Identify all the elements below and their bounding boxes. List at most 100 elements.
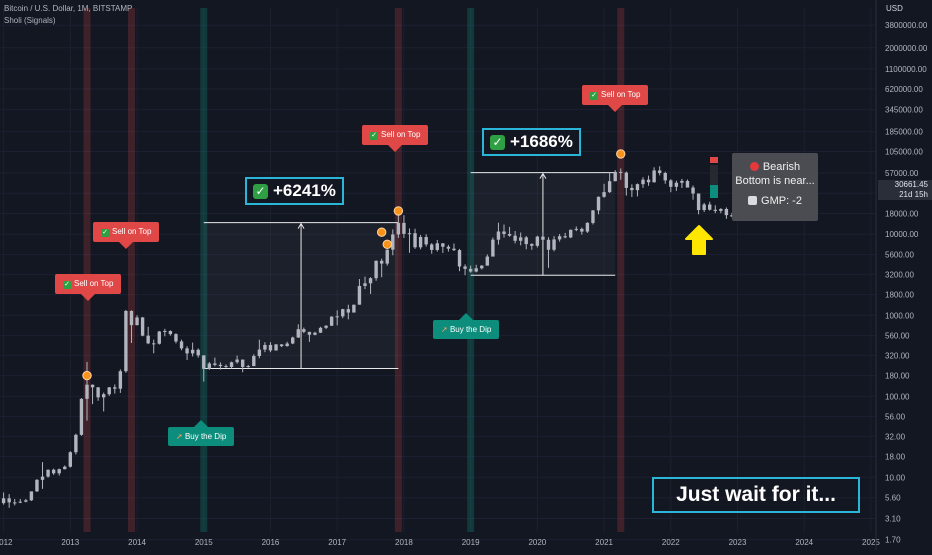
- candle-body: [663, 172, 667, 181]
- candle-body: [491, 239, 495, 257]
- y-tick-label: 10.00: [885, 473, 906, 482]
- candle-body: [124, 310, 128, 372]
- candle-body: [107, 387, 111, 395]
- gain-label: ✓ +1686%: [482, 128, 581, 156]
- x-tick-label: 2022: [662, 538, 680, 547]
- candle-body: [708, 204, 712, 210]
- candle-body: [496, 231, 501, 240]
- candle-body: [591, 210, 595, 223]
- signal-text: Sell on Top: [74, 279, 114, 288]
- candle-body: [57, 469, 61, 474]
- x-tick-label: 2021: [595, 538, 613, 547]
- signal-dot: [616, 149, 626, 159]
- candle-body: [669, 180, 673, 187]
- y-tick-label: 56.00: [885, 413, 906, 422]
- candle-body: [624, 172, 629, 188]
- gauge-red-segment: [710, 157, 718, 163]
- y-tick-label: 185000.00: [885, 128, 923, 137]
- signal-dot: [393, 206, 404, 216]
- x-tick-label: 2024: [795, 538, 813, 547]
- y-tick-label: 345000.00: [885, 106, 923, 115]
- buy-signal-label[interactable]: ➚ Buy the Dip: [433, 313, 500, 339]
- candle-body: [607, 181, 612, 193]
- candle-body: [263, 344, 267, 350]
- y-tick-label: 32.00: [885, 432, 906, 441]
- candle-body: [163, 330, 167, 332]
- candle-body: [569, 229, 573, 238]
- candle-body: [580, 228, 584, 232]
- y-tick-label: 1.70: [885, 536, 901, 545]
- candle-body: [546, 239, 551, 250]
- candle-body: [457, 250, 462, 267]
- gain-text: +6241%: [273, 181, 336, 200]
- candle-body: [307, 331, 312, 335]
- candle-body: [257, 349, 262, 357]
- candle-body: [274, 344, 278, 351]
- x-tick-label: 2025: [862, 538, 880, 547]
- candle-body: [446, 246, 451, 249]
- candle-body: [730, 215, 734, 217]
- square-icon: [748, 196, 758, 205]
- candle-body: [441, 243, 445, 247]
- candle-body: [402, 222, 406, 234]
- x-tick-label: 2015: [195, 538, 213, 547]
- candle-body: [1, 498, 6, 504]
- candle-body: [418, 237, 423, 248]
- candle-body: [585, 222, 590, 232]
- candle-body: [313, 332, 317, 335]
- candle-body: [396, 222, 401, 235]
- buy-signal-label[interactable]: ➚ Buy the Dip: [168, 420, 235, 446]
- check-icon: ✓: [63, 281, 71, 289]
- y-tick-label: 18000.00: [885, 210, 919, 219]
- measure-arrow-head: [297, 222, 305, 229]
- x-tick-label: 2020: [528, 538, 546, 547]
- buy-band: [200, 8, 208, 532]
- y-tick-label: 3800000.00: [885, 21, 928, 30]
- signal-text: Sell on Top: [381, 130, 421, 139]
- sell-signal-label[interactable]: ✓ Sell on Top: [93, 222, 160, 249]
- candle-body: [35, 479, 39, 492]
- candle-body: [268, 344, 273, 351]
- candle-body: [541, 236, 545, 240]
- signal-dot: [382, 239, 392, 250]
- check-icon: ✓: [101, 229, 109, 237]
- candle-body: [51, 469, 56, 474]
- y-tick-label: 2000000.00: [885, 44, 928, 53]
- candle-body: [563, 236, 567, 238]
- candle-body: [696, 193, 701, 211]
- candle-body: [596, 196, 601, 211]
- x-tick-label: 2023: [729, 538, 747, 547]
- candle-body: [318, 327, 323, 333]
- red-circle-icon: [749, 162, 759, 171]
- candle-body: [90, 384, 95, 388]
- signal-info-box: Bearish Bottom is near... GMP: -2: [732, 153, 818, 221]
- candle-body: [357, 285, 362, 305]
- rocket-icon: ➚: [176, 432, 183, 441]
- candle-body: [152, 343, 156, 345]
- candle-body: [619, 171, 623, 173]
- candle-body: [46, 469, 50, 477]
- measure-arrow-head: [539, 172, 547, 179]
- candle-body: [602, 192, 606, 197]
- y-tick-label: 3.10: [885, 515, 901, 524]
- candle-body: [368, 278, 373, 284]
- candle-body: [302, 329, 306, 332]
- candle-body: [252, 356, 256, 367]
- sell-band: [83, 8, 91, 532]
- candle-body: [430, 244, 434, 250]
- sell-signal-label[interactable]: ✓ Sell on Top: [362, 125, 429, 152]
- candle-body: [502, 231, 506, 234]
- candle-body: [341, 309, 345, 317]
- last-price-label: 30661.45 21d 15h: [878, 180, 932, 200]
- candle-body: [174, 334, 178, 342]
- candle-body: [379, 260, 384, 264]
- candle-body: [196, 349, 200, 356]
- y-tick-label: 1000.00: [885, 311, 914, 320]
- x-tick-label: 2013: [61, 538, 79, 547]
- sell-signal-label[interactable]: ✓ Sell on Top: [55, 274, 122, 301]
- check-icon: ✓: [253, 184, 268, 199]
- sell-signal-label[interactable]: ✓ Sell on Top: [582, 85, 649, 112]
- x-tick-label: 2016: [262, 538, 280, 547]
